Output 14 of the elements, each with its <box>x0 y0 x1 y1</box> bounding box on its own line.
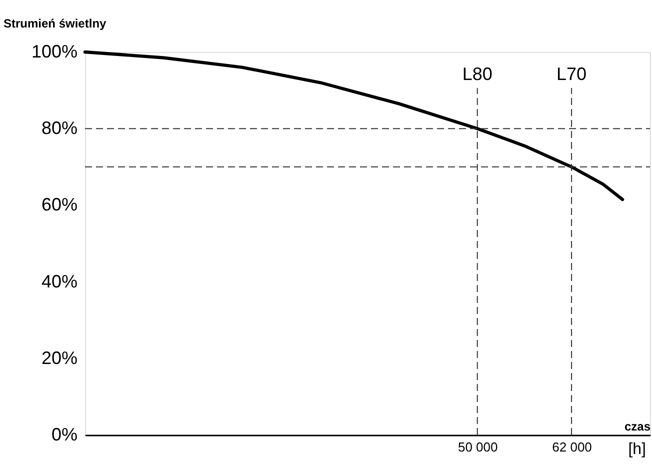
x-tick-label: 50 000 <box>458 440 498 454</box>
y-tick-label: 40% <box>41 271 78 292</box>
y-tick-label: 80% <box>41 118 78 138</box>
y-tick-label: 100% <box>31 42 78 62</box>
x-tick-label: 62 000 <box>552 440 592 454</box>
y-tick-label: 60% <box>41 194 78 215</box>
text: [h] <box>628 441 646 458</box>
y-tick-label: 0% <box>51 424 78 444</box>
ref-line-label: L70 <box>556 64 587 84</box>
line-series <box>83 50 624 202</box>
x-axis-title: czas <box>624 420 651 434</box>
y-tick-label: 20% <box>41 348 78 368</box>
ref-line-label: L80 <box>462 64 492 84</box>
y-axis-title: Strumień świetlny <box>4 16 107 30</box>
